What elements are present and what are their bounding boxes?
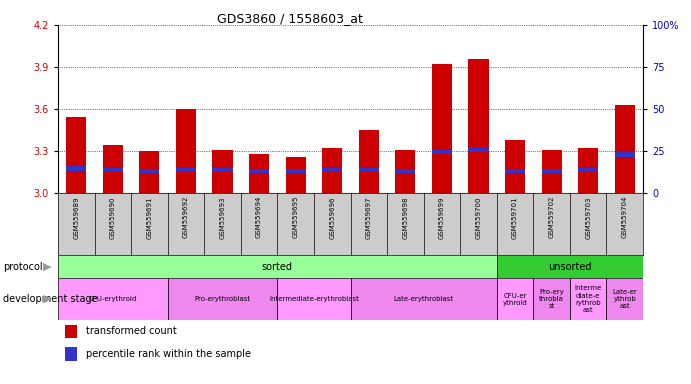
- Text: CFU-er
ythroid: CFU-er ythroid: [502, 293, 527, 306]
- Bar: [615, 152, 635, 157]
- Bar: [432, 150, 452, 154]
- Text: GSM559694: GSM559694: [256, 196, 262, 238]
- Bar: [285, 157, 305, 193]
- Text: GSM559690: GSM559690: [110, 196, 116, 238]
- Bar: [607, 278, 643, 320]
- Text: sorted: sorted: [262, 262, 293, 271]
- Bar: [570, 278, 607, 320]
- Bar: [65, 347, 77, 361]
- Bar: [66, 118, 86, 193]
- Bar: [497, 278, 533, 320]
- Text: Pro-ery
throbla
st: Pro-ery throbla st: [539, 289, 564, 309]
- Text: GSM559695: GSM559695: [293, 196, 299, 238]
- Bar: [168, 278, 277, 320]
- Bar: [468, 148, 489, 152]
- Text: Intermediate-erythroblast: Intermediate-erythroblast: [269, 296, 359, 302]
- Text: GSM559693: GSM559693: [220, 196, 225, 238]
- Bar: [140, 169, 160, 174]
- Text: development stage: development stage: [3, 294, 98, 304]
- Bar: [65, 324, 77, 338]
- Text: Late-er
ythrob
ast: Late-er ythrob ast: [612, 289, 637, 309]
- Text: GSM559703: GSM559703: [585, 196, 591, 238]
- Bar: [212, 150, 233, 193]
- Text: percentile rank within the sample: percentile rank within the sample: [86, 349, 251, 359]
- Bar: [395, 150, 415, 193]
- Bar: [277, 278, 350, 320]
- Bar: [542, 169, 562, 174]
- Bar: [103, 168, 123, 172]
- Bar: [285, 169, 305, 174]
- Bar: [58, 278, 168, 320]
- Bar: [395, 169, 415, 174]
- Text: GSM559701: GSM559701: [512, 196, 518, 238]
- Bar: [542, 150, 562, 193]
- Bar: [140, 151, 160, 193]
- Bar: [533, 278, 570, 320]
- Text: ▶: ▶: [43, 294, 51, 304]
- Text: protocol: protocol: [3, 262, 43, 271]
- Text: unsorted: unsorted: [548, 262, 591, 271]
- Bar: [103, 146, 123, 193]
- Bar: [58, 255, 497, 278]
- Bar: [350, 278, 497, 320]
- Bar: [249, 154, 269, 193]
- Bar: [249, 169, 269, 174]
- Bar: [66, 166, 86, 170]
- Text: ▶: ▶: [43, 262, 51, 271]
- Bar: [505, 140, 525, 193]
- Bar: [432, 64, 452, 193]
- Text: GSM559704: GSM559704: [622, 196, 627, 238]
- Bar: [468, 59, 489, 193]
- Bar: [578, 168, 598, 172]
- Text: GDS3860 / 1558603_at: GDS3860 / 1558603_at: [217, 12, 363, 25]
- Bar: [505, 169, 525, 174]
- Text: CFU-erythroid: CFU-erythroid: [88, 296, 137, 302]
- Bar: [497, 255, 643, 278]
- Text: GSM559692: GSM559692: [183, 196, 189, 238]
- Text: Late-erythroblast: Late-erythroblast: [394, 296, 454, 302]
- Bar: [322, 168, 342, 172]
- Text: GSM559698: GSM559698: [402, 196, 408, 238]
- Text: GSM559691: GSM559691: [146, 196, 153, 238]
- Bar: [359, 168, 379, 172]
- Bar: [359, 130, 379, 193]
- Bar: [212, 168, 233, 172]
- Text: transformed count: transformed count: [86, 326, 176, 336]
- Text: Pro-erythroblast: Pro-erythroblast: [194, 296, 251, 302]
- Text: GSM559700: GSM559700: [475, 196, 482, 238]
- Bar: [176, 168, 196, 172]
- Bar: [578, 148, 598, 193]
- Text: GSM559699: GSM559699: [439, 196, 445, 238]
- Text: Interme
diate-e
rythrob
ast: Interme diate-e rythrob ast: [574, 285, 602, 313]
- Bar: [322, 148, 342, 193]
- Text: GSM559689: GSM559689: [73, 196, 79, 238]
- Bar: [176, 109, 196, 193]
- Text: GSM559696: GSM559696: [329, 196, 335, 238]
- Bar: [615, 105, 635, 193]
- Text: GSM559702: GSM559702: [549, 196, 555, 238]
- Text: GSM559697: GSM559697: [366, 196, 372, 238]
